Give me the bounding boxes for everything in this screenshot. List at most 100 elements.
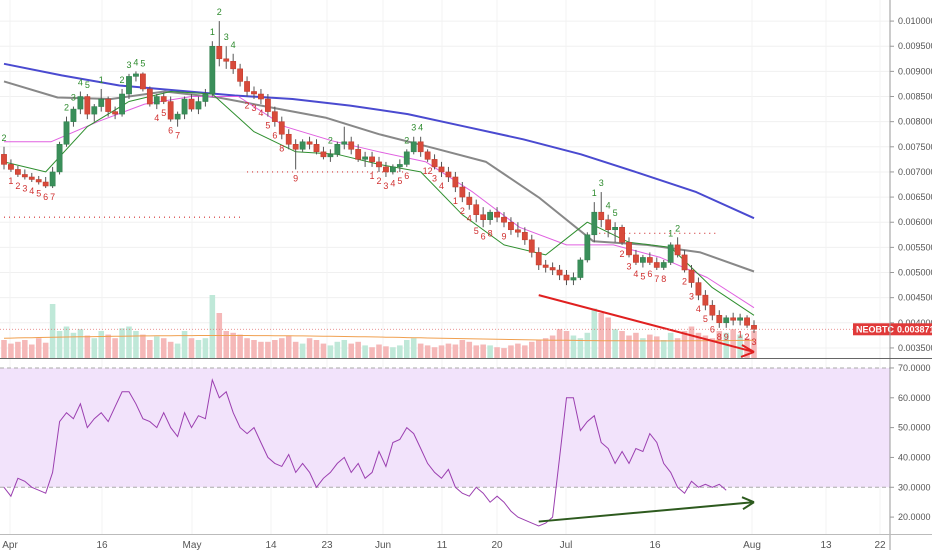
price-tick-label: 0.005500: [898, 242, 932, 252]
sequential-up-label: 1: [668, 228, 673, 238]
candle-body: [563, 274, 570, 281]
rsi-trendline: [538, 496, 755, 523]
time-tick-label: 16: [96, 540, 108, 550]
time-tick-label: 13: [820, 540, 832, 550]
candle-body: [521, 232, 528, 241]
sequential-down-label: 2: [682, 277, 687, 287]
volume-bar: [160, 338, 167, 358]
volume-bar: [681, 331, 688, 358]
candle-body: [181, 98, 188, 115]
sequential-up-label: 3: [71, 93, 76, 103]
candle-body: [98, 98, 105, 107]
sequential-down-label: 2: [620, 249, 625, 259]
candle-body: [140, 73, 146, 90]
sequential-down-label: 3: [251, 103, 256, 113]
candle-body: [105, 98, 112, 112]
sequential-down-label: 1: [738, 329, 743, 339]
sequential-down-label: 6: [481, 231, 486, 241]
sequential-up-label: 2: [120, 75, 125, 85]
volume-bar: [542, 338, 549, 358]
candle-body: [112, 111, 118, 115]
candle-body: [626, 242, 632, 256]
time-tick-label: 14: [265, 540, 277, 550]
moving-average-line: [3, 91, 755, 316]
volume-bar: [70, 332, 77, 358]
sequential-down-label: 2: [245, 101, 250, 111]
price-trendline-segment: [538, 294, 755, 353]
volume-bar: [348, 343, 354, 358]
candle-body: [383, 166, 389, 173]
sequential-down-label: 4: [633, 269, 638, 279]
candle-body: [709, 304, 716, 316]
volume-bar: [98, 331, 104, 358]
rsi-pane: 70.0000 60.0000 50.0000 40.0000 30.0000 20.00…: [0, 363, 931, 527]
sequential-down-label: 4: [439, 181, 444, 191]
volume-bar: [272, 340, 278, 358]
volume-bar: [605, 317, 611, 358]
volume-bar: [133, 331, 139, 358]
candle-body: [77, 96, 84, 110]
rsi-band: [0, 367, 890, 488]
volume-bar: [508, 345, 514, 358]
sequential-down-label: 7: [50, 192, 55, 202]
volume-bar: [709, 338, 716, 358]
volume-bar: [647, 334, 653, 358]
candle-body: [1, 154, 7, 165]
sequential-down-label: 3: [383, 181, 388, 191]
volume-bar: [167, 341, 174, 358]
volume-bar: [390, 347, 396, 358]
candle-body: [202, 93, 209, 102]
candle-body: [174, 113, 181, 120]
sequential-up-label: 2: [328, 135, 333, 145]
sequential-down-label: 3: [22, 183, 27, 193]
sequential-up-label: 5: [613, 208, 618, 218]
sequential-down-label: 2: [745, 332, 750, 342]
volume-bar: [695, 332, 702, 358]
candle-body: [737, 317, 744, 321]
volume-bar: [716, 331, 723, 358]
volume-bar: [383, 346, 389, 358]
sequential-down-label: 4: [29, 186, 34, 196]
volume-bar: [174, 343, 181, 358]
sequential-down-label: 6: [272, 131, 277, 141]
last-price-badge-bg: [853, 323, 932, 336]
volume-bar: [265, 341, 271, 358]
candle-body: [126, 76, 132, 95]
candle-body: [633, 254, 639, 263]
sequential-up-label: 2: [64, 103, 69, 113]
time-tick-label: 11: [437, 540, 448, 550]
rsi-tick-label: 40.0000: [898, 452, 931, 462]
candle-body: [473, 204, 480, 215]
sequential-down-label: 3: [689, 292, 694, 302]
price-tick-label: 0.009000: [898, 66, 932, 76]
candle-body: [751, 325, 757, 330]
time-tick-label: Jul: [560, 540, 573, 550]
candle-body: [612, 227, 619, 231]
volume-bar: [577, 338, 584, 358]
candle-body: [299, 141, 306, 150]
volume-bar: [154, 336, 160, 358]
sequential-down-label: 3: [751, 337, 756, 347]
sequential-up-label: 5: [85, 80, 90, 90]
candle-body: [237, 68, 244, 82]
sequential-down-label: 4: [467, 214, 472, 224]
volume-bar: [688, 326, 695, 358]
volume-bar: [147, 340, 153, 358]
sequential-down-label: 9: [293, 173, 298, 183]
candle-body: [251, 91, 257, 95]
rsi-tick-label: 20.0000: [898, 512, 931, 522]
candle-body: [376, 161, 382, 168]
volume-bar: [327, 345, 334, 358]
candle-body: [480, 214, 487, 220]
candle-body: [584, 234, 591, 261]
volume-bar: [459, 340, 466, 358]
candle-body: [702, 294, 709, 306]
sequential-up-label: 3: [126, 60, 131, 70]
volume-bar: [258, 341, 264, 358]
sequential-down-label: 5: [265, 121, 270, 131]
price-tick-label: 0.009500: [898, 41, 932, 51]
candle-body: [119, 93, 125, 115]
sequential-up-label: 4: [133, 57, 138, 67]
candle-body: [49, 171, 56, 187]
